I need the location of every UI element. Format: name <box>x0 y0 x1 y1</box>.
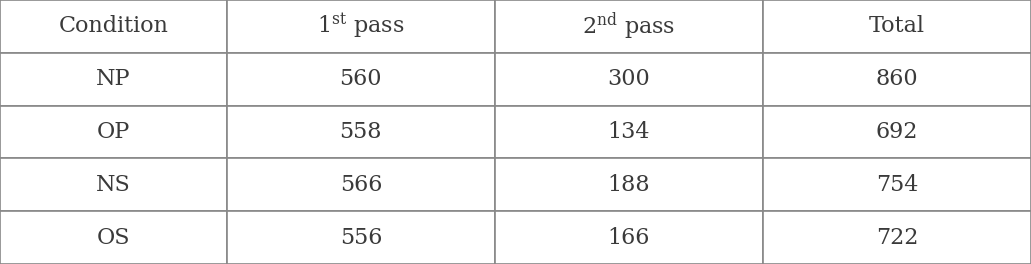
Bar <box>495 158 763 211</box>
Text: 300: 300 <box>607 68 651 90</box>
Bar <box>227 106 495 158</box>
Text: 560: 560 <box>339 68 383 90</box>
Bar <box>763 158 1031 211</box>
Text: 556: 556 <box>339 227 383 249</box>
Text: 754: 754 <box>875 174 919 196</box>
Bar <box>763 106 1031 158</box>
Bar <box>0 158 227 211</box>
Bar <box>763 0 1031 53</box>
Bar <box>227 158 495 211</box>
Bar <box>495 53 763 106</box>
Text: 134: 134 <box>607 121 651 143</box>
Text: 166: 166 <box>607 227 651 249</box>
Bar <box>0 53 227 106</box>
Text: OS: OS <box>97 227 130 249</box>
Bar <box>763 53 1031 106</box>
Text: 692: 692 <box>875 121 919 143</box>
Text: NS: NS <box>96 174 131 196</box>
Text: $2^{\rm nd}$ pass: $2^{\rm nd}$ pass <box>583 11 675 42</box>
Text: 566: 566 <box>339 174 383 196</box>
Bar <box>0 211 227 264</box>
Bar <box>0 0 227 53</box>
Text: 558: 558 <box>339 121 383 143</box>
Bar <box>495 211 763 264</box>
Text: $1^{\rm st}$ pass: $1^{\rm st}$ pass <box>318 12 404 41</box>
Text: NP: NP <box>96 68 131 90</box>
Text: 860: 860 <box>875 68 919 90</box>
Text: OP: OP <box>97 121 130 143</box>
Text: 188: 188 <box>607 174 651 196</box>
Text: Total: Total <box>869 15 925 37</box>
Bar <box>495 0 763 53</box>
Text: Condition: Condition <box>59 15 168 37</box>
Bar <box>763 211 1031 264</box>
Bar <box>495 106 763 158</box>
Bar <box>227 0 495 53</box>
Text: 722: 722 <box>875 227 919 249</box>
Bar <box>227 211 495 264</box>
Bar <box>0 106 227 158</box>
Bar <box>227 53 495 106</box>
